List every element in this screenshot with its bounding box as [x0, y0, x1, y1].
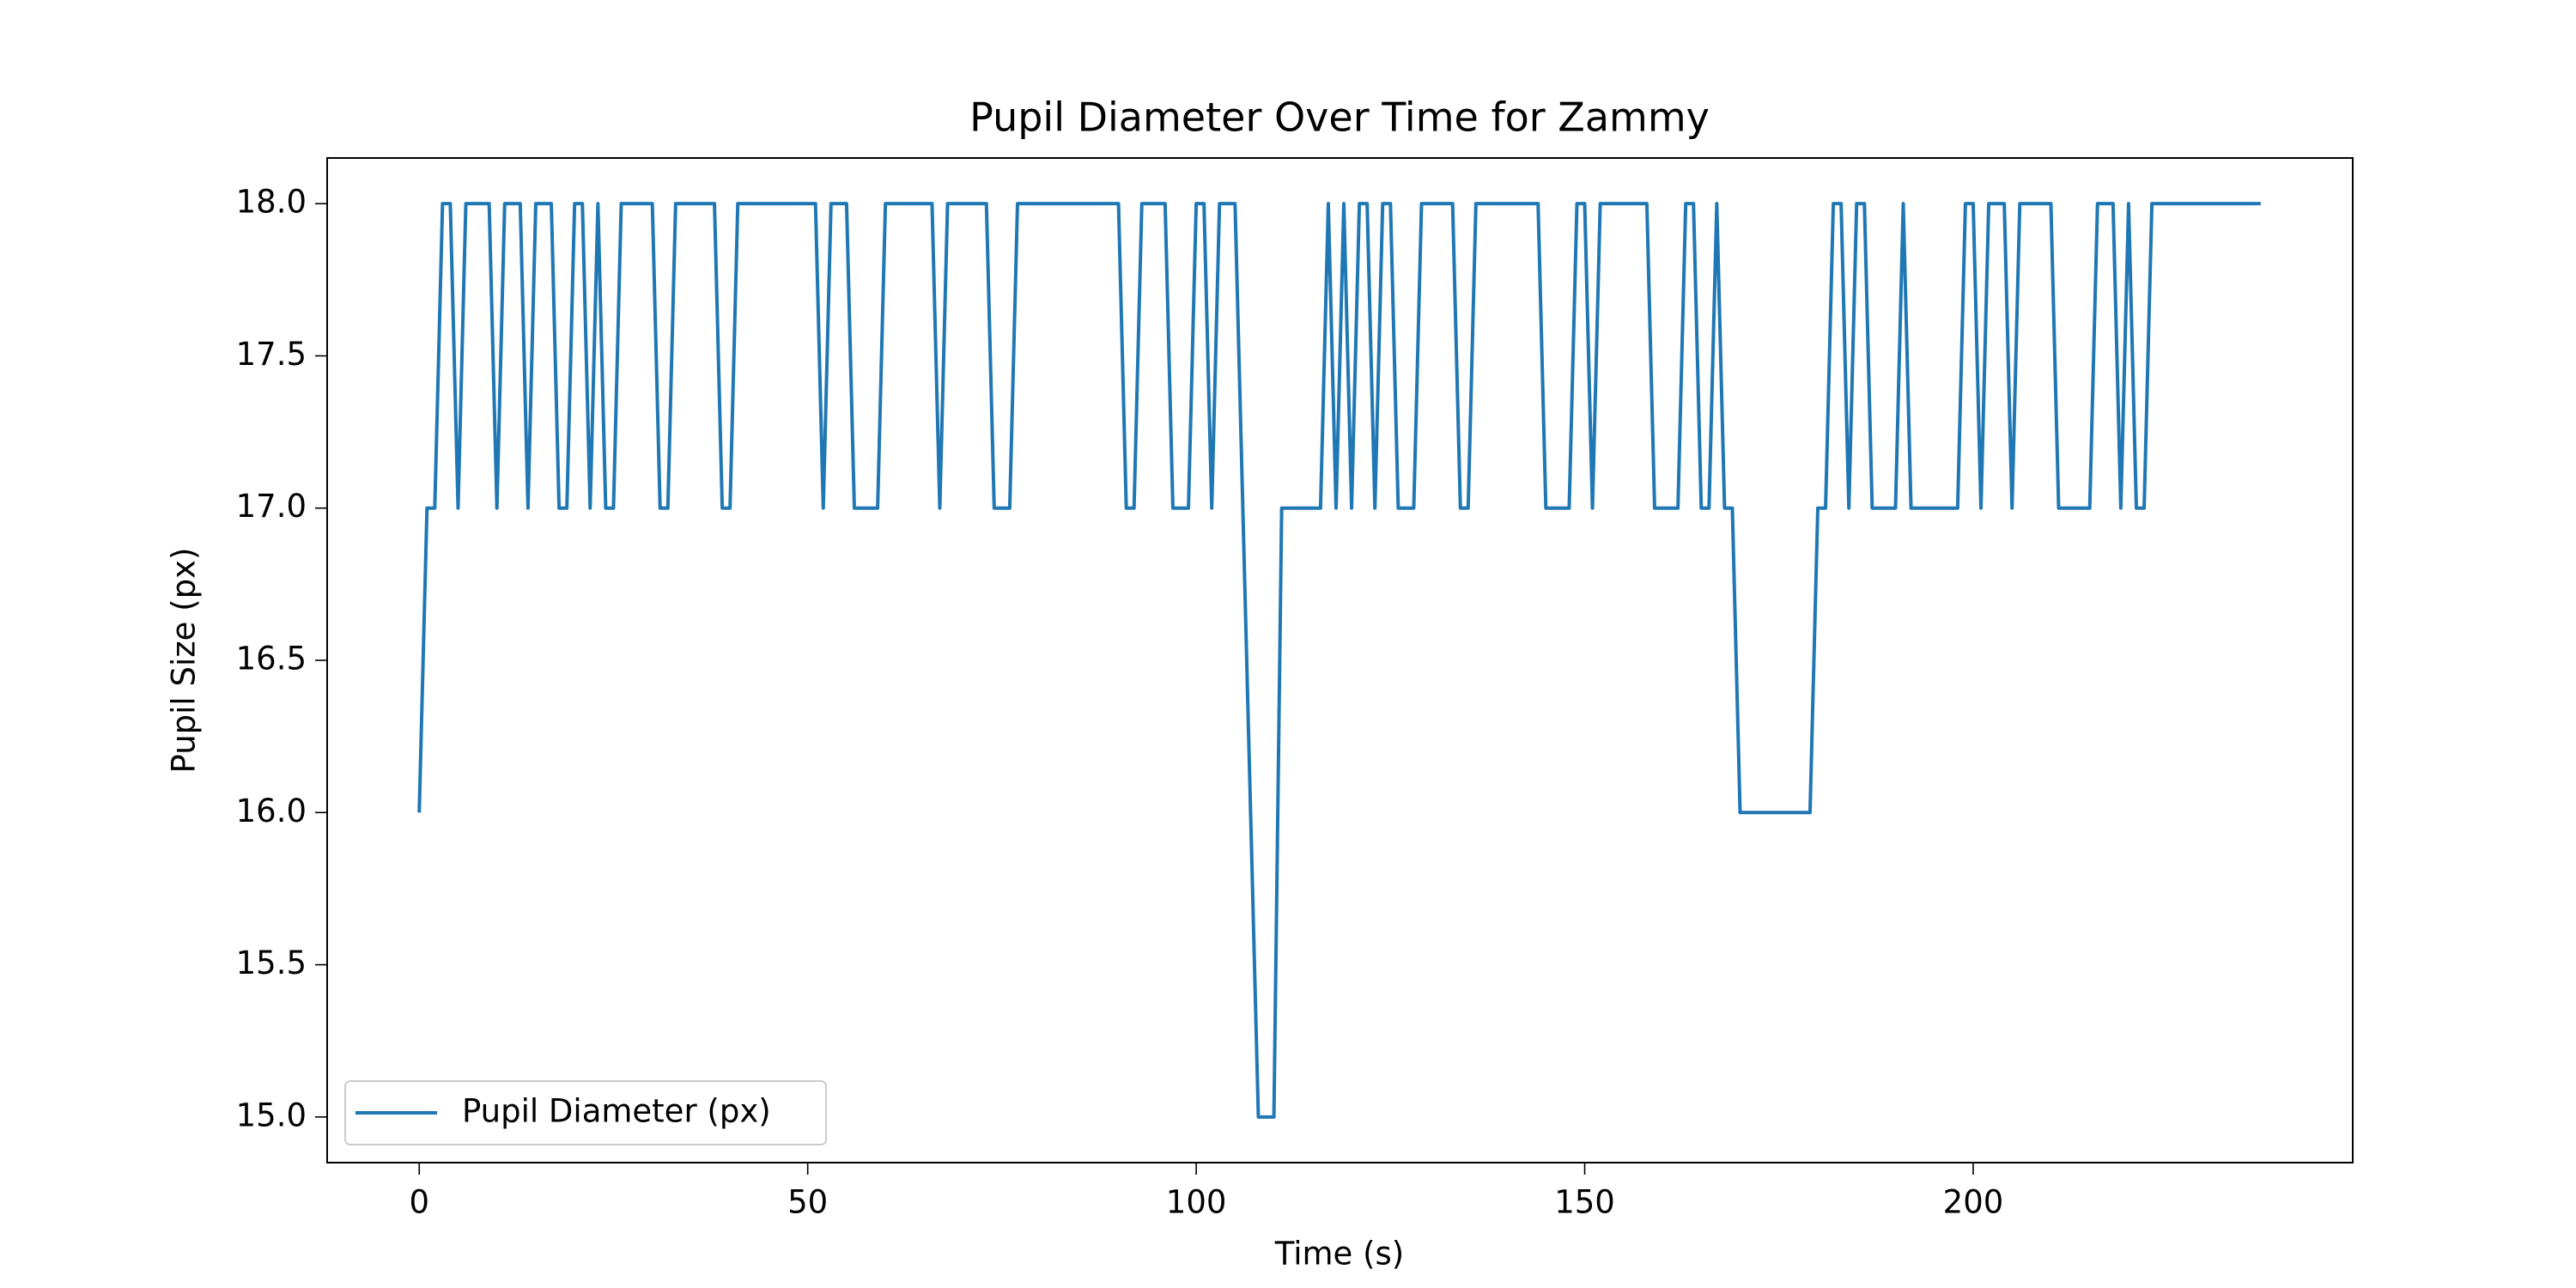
- legend-box: [344, 1080, 827, 1145]
- data-line: [417, 202, 2261, 1119]
- y-tick-label: 18.0: [236, 184, 307, 221]
- y-tick-label: 17.0: [236, 488, 307, 525]
- y-tick-label: 16.5: [236, 641, 307, 677]
- y-tick-label: 17.5: [236, 336, 307, 373]
- y-tick-label: 15.0: [236, 1097, 307, 1133]
- x-tick-label: 200: [1943, 1184, 2004, 1221]
- x-axis-label: Time (s): [1274, 1236, 1404, 1273]
- y-tick-label: 16.0: [236, 793, 307, 829]
- plot-frame: [326, 157, 2354, 1163]
- legend-label: Pupil Diameter (px): [462, 1093, 771, 1130]
- y-tick-label: 15.5: [236, 945, 307, 981]
- x-tick-label: 0: [409, 1184, 429, 1221]
- x-tick-label: 50: [787, 1184, 828, 1221]
- chart-title: Pupil Diameter Over Time for Zammy: [969, 94, 1710, 141]
- y-axis-label: Pupil Size (px): [166, 548, 203, 774]
- x-tick-label: 100: [1166, 1184, 1227, 1221]
- x-tick-label: 150: [1554, 1184, 1615, 1221]
